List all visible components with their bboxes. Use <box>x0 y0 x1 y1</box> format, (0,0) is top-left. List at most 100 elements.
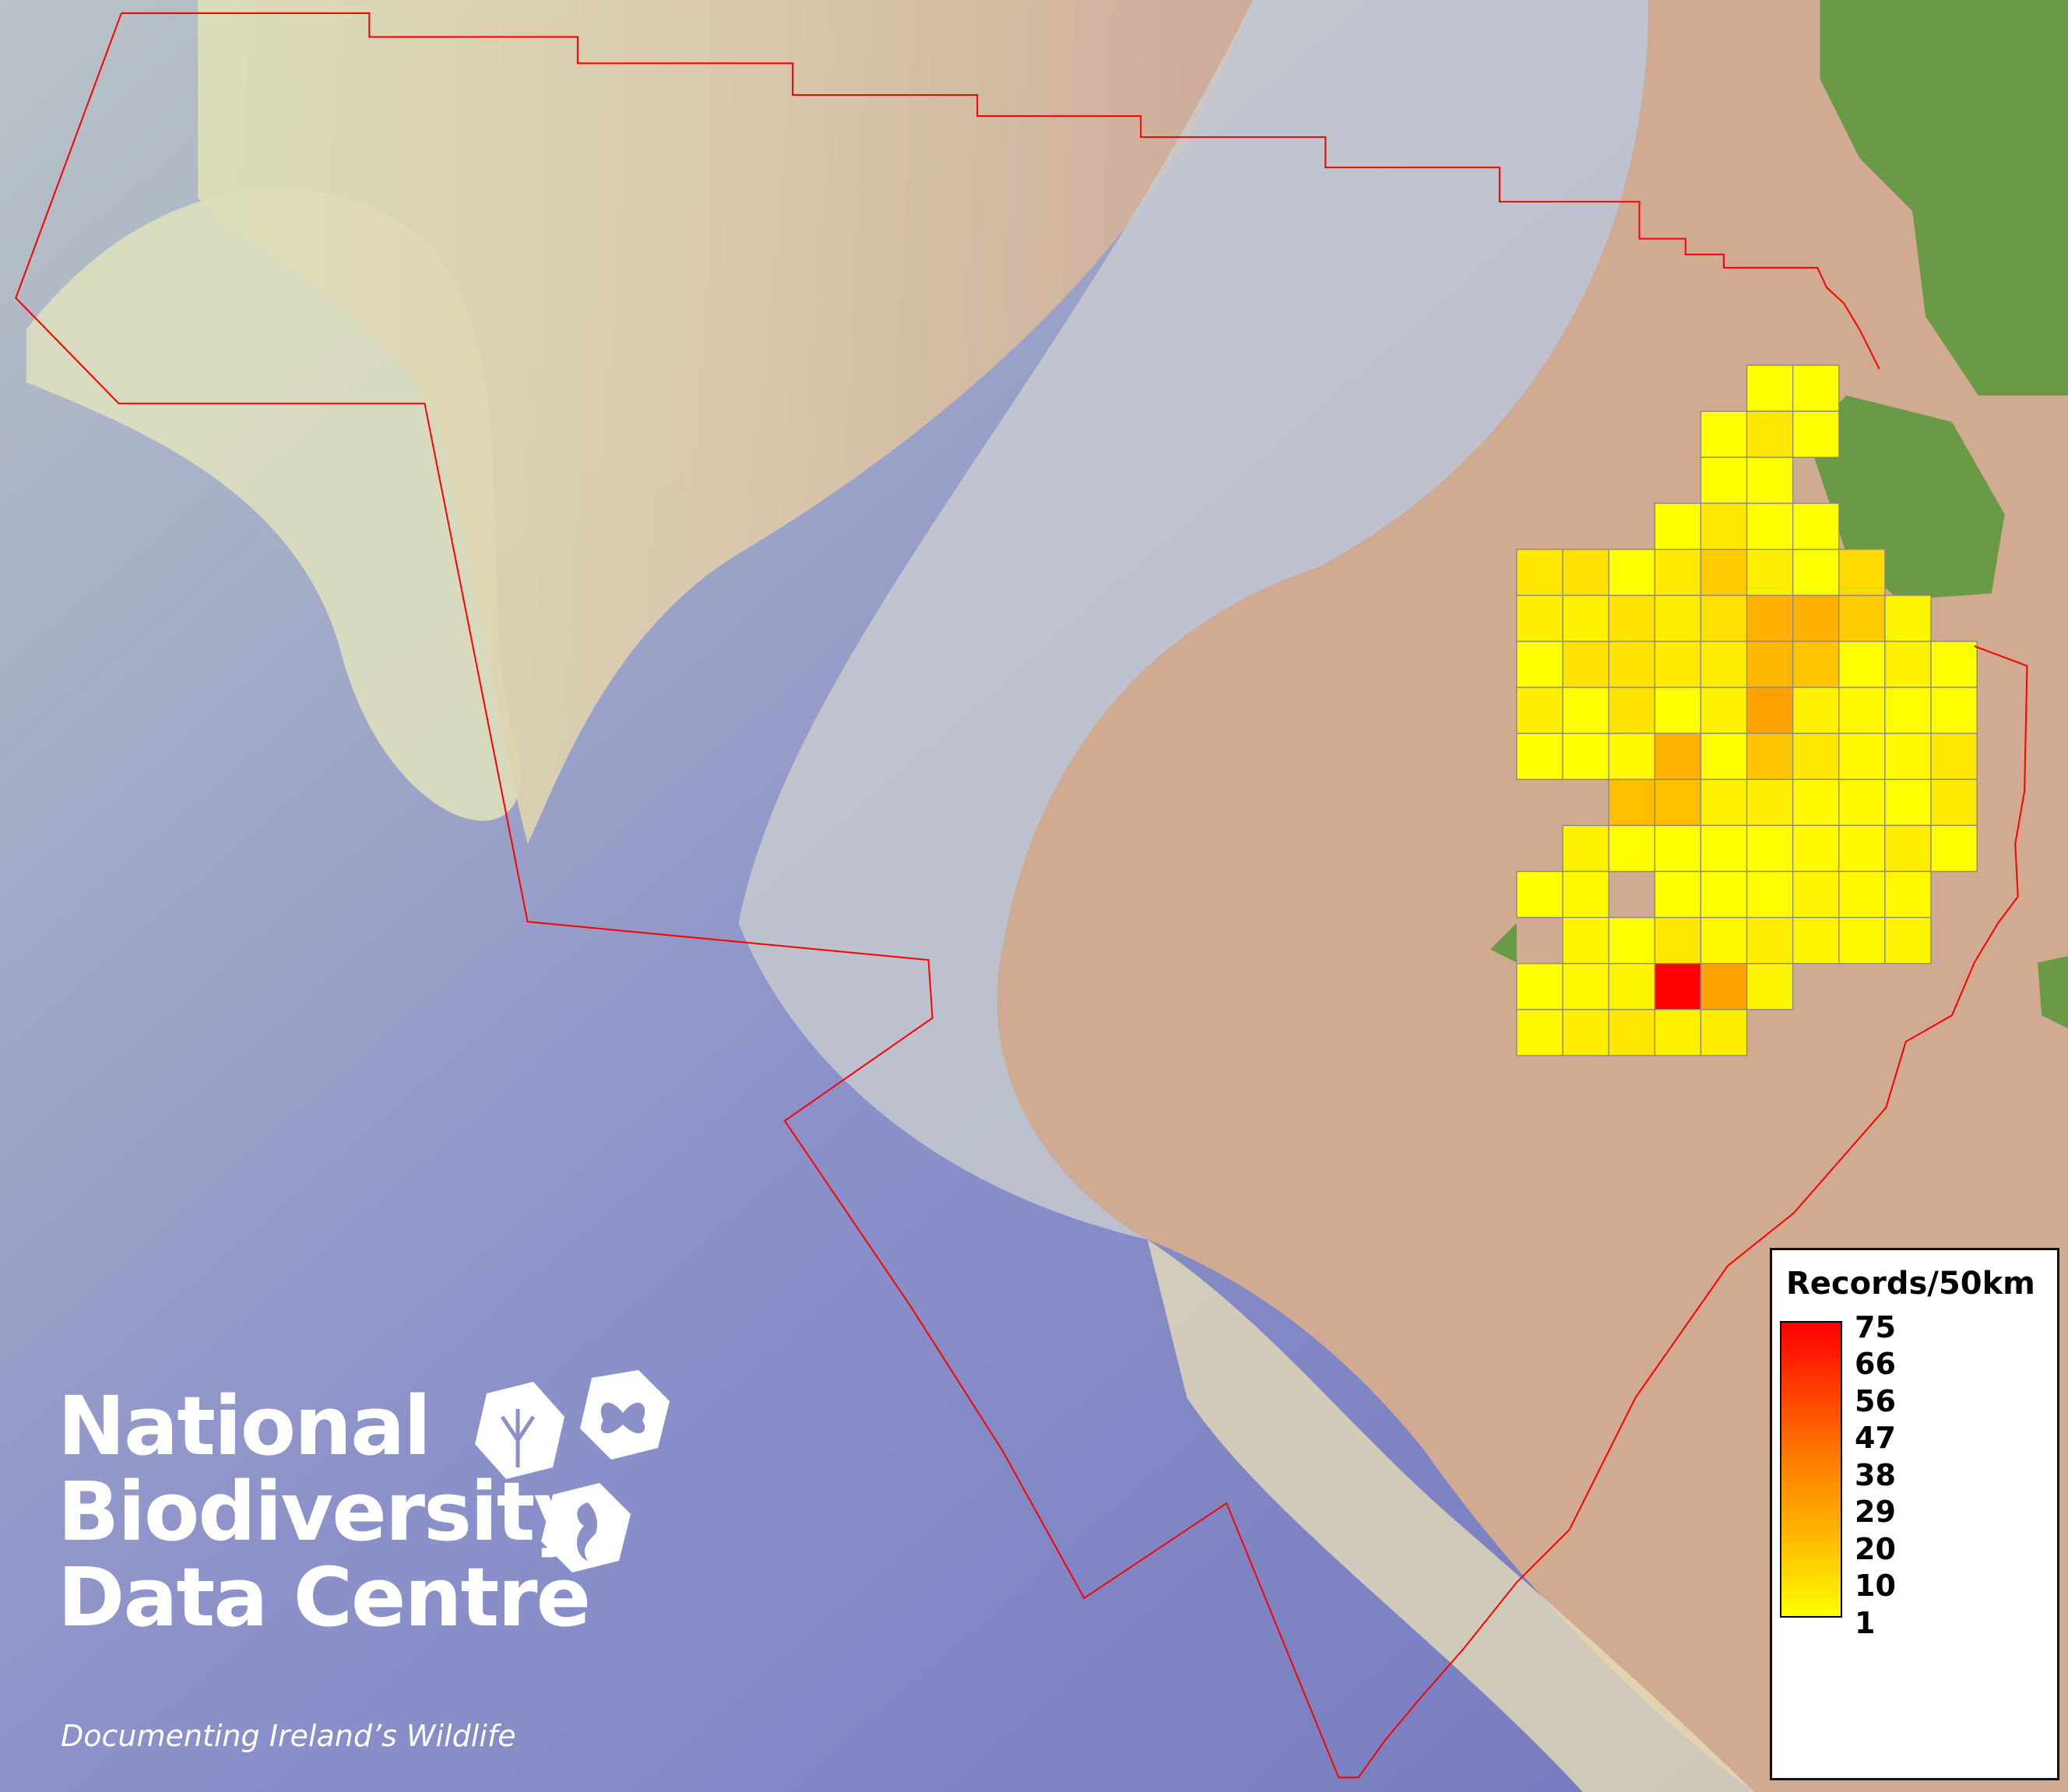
grid-cell <box>1930 733 1978 780</box>
grid-cell <box>1654 641 1702 688</box>
celtic-shelf-edge <box>1147 1239 1754 1792</box>
grid-cell <box>1792 687 1840 734</box>
grid-cell <box>1654 778 1702 827</box>
grid-cell <box>1654 502 1702 550</box>
grid-cell <box>1746 364 1794 413</box>
grid-cell <box>1746 963 1794 1010</box>
grid-cell <box>1608 548 1655 596</box>
grid-cell <box>1792 870 1840 919</box>
grid-cell <box>1562 1009 1609 1056</box>
grid-cell <box>1746 548 1794 596</box>
grid-cell <box>1562 824 1609 873</box>
grid-cell <box>1562 641 1609 688</box>
grid-cell <box>1792 916 1840 965</box>
legend: Records/50km 75 66 56 47 38 29 20 10 1 <box>1770 1248 2059 1780</box>
grid-cell <box>1700 916 1748 965</box>
grid-cell <box>1516 733 1563 780</box>
grid-cell <box>1700 687 1748 734</box>
grid-cell <box>1792 364 1840 413</box>
grid-cell <box>1838 595 1886 642</box>
grid-cell <box>1930 778 1978 827</box>
logo-line-3: Data Centre <box>58 1550 591 1645</box>
grid-cell <box>1608 733 1655 780</box>
legend-tick: 38 <box>1855 1458 1896 1492</box>
eez-boundary-line-south <box>15 12 2028 1779</box>
logo-line-2: Biodiversity <box>58 1464 586 1559</box>
grid-cell <box>1884 870 1932 919</box>
eez-boundary-line <box>121 12 1880 370</box>
grid-cell <box>1516 687 1563 734</box>
kerry-peninsula-land <box>1490 922 1517 963</box>
grid-cell <box>1884 595 1932 642</box>
grid-cell <box>1792 502 1840 550</box>
grid-cell <box>1884 916 1932 965</box>
grid-cell <box>1700 870 1748 919</box>
grid-cell <box>1654 824 1702 873</box>
scotland-land <box>1820 0 2068 396</box>
grid-cell <box>1700 410 1748 459</box>
grid-cell <box>1654 963 1702 1010</box>
grid-cell <box>1838 687 1886 734</box>
grid-cell <box>1654 1009 1702 1056</box>
grid-cell <box>1516 595 1563 642</box>
grid-cell <box>1608 778 1655 827</box>
legend-tick: 29 <box>1855 1495 1896 1529</box>
grid-cell <box>1746 641 1794 688</box>
grid-cell <box>1792 595 1840 642</box>
grid-cell <box>1930 641 1978 688</box>
grid-cell <box>1654 687 1702 734</box>
grid-cell <box>1654 870 1702 919</box>
grid-cell <box>1654 548 1702 596</box>
grid-cell <box>1700 595 1748 642</box>
grid-cell <box>1516 548 1563 596</box>
legend-title: Records/50km <box>1786 1266 2035 1302</box>
slope <box>738 0 1649 1240</box>
grid-cell <box>1516 641 1563 688</box>
grid-cell <box>1562 963 1609 1010</box>
grid-cell <box>1608 641 1655 688</box>
grid-cell <box>1930 687 1978 734</box>
legend-tick: 47 <box>1855 1421 1896 1455</box>
grid-cell <box>1884 687 1932 734</box>
legend-tick: 66 <box>1855 1347 1896 1381</box>
legend-tick: 20 <box>1855 1532 1896 1566</box>
grid-cell <box>1838 778 1886 827</box>
grid-cell <box>1746 916 1794 965</box>
legend-tick: 10 <box>1855 1569 1896 1603</box>
grid-cell <box>1792 641 1840 688</box>
grid-cell <box>1746 410 1794 459</box>
grid-cell <box>1746 595 1794 642</box>
grid-cell <box>1746 870 1794 919</box>
grid-cell <box>1838 870 1886 919</box>
butterfly-icon <box>600 1402 645 1434</box>
legend-colorbar <box>1780 1321 1842 1618</box>
grid-cell <box>1746 778 1794 827</box>
grid-cell <box>1746 733 1794 780</box>
grid-cell <box>1838 824 1886 873</box>
grid-cell <box>1838 916 1886 965</box>
grid-cell <box>1746 824 1794 873</box>
logo-line-1: National <box>58 1379 431 1474</box>
seahorse-icon <box>576 1502 597 1561</box>
records-grid <box>1516 364 1978 1056</box>
grid-cell <box>1700 548 1748 596</box>
grid-cell <box>1746 687 1794 734</box>
grid-cell <box>1608 687 1655 734</box>
grid-cell <box>1608 595 1655 642</box>
grid-cell <box>1516 870 1563 919</box>
grid-cell <box>1608 824 1655 873</box>
grid-cell <box>1700 1009 1748 1056</box>
grid-cell <box>1562 595 1609 642</box>
grid-cell <box>1884 641 1932 688</box>
grid-cell <box>1654 916 1702 965</box>
grid-cell <box>1700 733 1748 780</box>
grid-cell <box>1700 502 1748 550</box>
grid-cell <box>1700 824 1748 873</box>
grid-cell <box>1930 824 1978 873</box>
grid-cell <box>1884 824 1932 873</box>
grid-cell <box>1746 502 1794 550</box>
grid-cell <box>1562 548 1609 596</box>
grid-cell <box>1562 687 1609 734</box>
grid-cell <box>1700 456 1748 504</box>
grid-cell <box>1562 733 1609 780</box>
